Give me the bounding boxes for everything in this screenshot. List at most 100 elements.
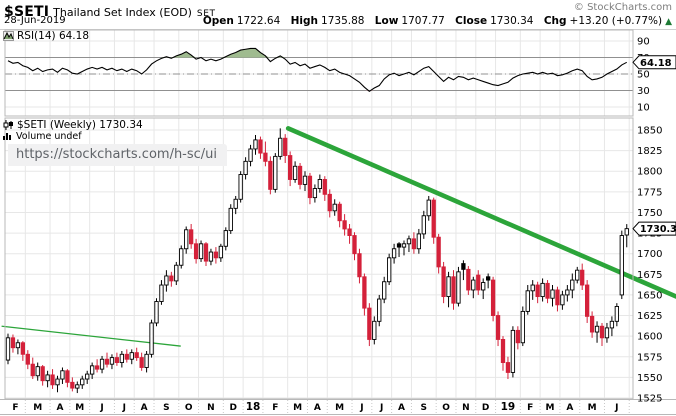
rsi-panel-border xyxy=(4,29,634,117)
candle-body xyxy=(515,329,521,344)
candle-body xyxy=(114,357,120,363)
price-legend: $SETI (Weekly) 1730.34 xyxy=(3,119,143,131)
candle-body xyxy=(94,365,100,370)
candle-body xyxy=(580,269,585,286)
volume-legend: Volume undef xyxy=(3,131,82,142)
candle-body xyxy=(624,228,629,236)
candle-body xyxy=(367,307,372,340)
rsi-axis-tick: 30 xyxy=(637,86,650,97)
candle-body xyxy=(585,284,590,317)
volume-bars-icon xyxy=(3,133,11,140)
candle-body xyxy=(188,229,194,245)
svg-text:64.18: 64.18 xyxy=(640,58,672,69)
candle-body xyxy=(565,289,570,296)
x-axis-month-label: A xyxy=(398,403,405,413)
candle-body xyxy=(169,275,174,282)
x-axis-month-label: M xyxy=(33,403,42,413)
candle-body xyxy=(30,363,35,377)
candle-body xyxy=(357,253,362,278)
rsi-indicator-icon xyxy=(3,31,14,41)
candle-body xyxy=(451,276,456,304)
candle-body xyxy=(441,266,446,298)
candle-body xyxy=(337,203,342,222)
candle-body xyxy=(139,357,144,368)
x-axis-month-label: M xyxy=(335,403,344,413)
candle-body xyxy=(436,236,441,268)
high-value: 1735.88 xyxy=(321,15,365,27)
rsi-axis-tick: 90 xyxy=(637,37,650,48)
price-axis-tick: 1700 xyxy=(637,249,662,260)
candle-body xyxy=(387,257,392,283)
rsi-overbought-shading xyxy=(8,48,627,58)
candle-body xyxy=(253,139,258,150)
rsi-line xyxy=(7,47,628,93)
candle-body xyxy=(456,271,461,304)
x-axis-month-label: A xyxy=(314,403,321,413)
chart-title: $SETI Thailand Set Index (EOD) SET xyxy=(4,1,216,20)
candle-body xyxy=(342,220,347,230)
price-axis-tick: 1550 xyxy=(637,373,662,384)
candle-body xyxy=(495,315,501,340)
price-axis-tick: 1600 xyxy=(637,332,662,343)
candle-body xyxy=(292,165,298,180)
candle-body xyxy=(159,284,164,302)
candle-body xyxy=(184,229,189,250)
candle-body xyxy=(75,384,80,389)
candle-body xyxy=(144,353,149,368)
x-axis-month-label: D xyxy=(482,403,489,413)
candle-body xyxy=(45,374,50,382)
price-axis-tick: 1625 xyxy=(637,311,662,322)
symbol-ticker: $SETI xyxy=(4,4,50,20)
candle-body xyxy=(263,152,268,162)
candle-body xyxy=(10,337,16,349)
x-axis-month-label: A xyxy=(141,403,148,413)
change-value: +13.20 (+0.77%) xyxy=(569,15,663,27)
candle-body xyxy=(179,248,184,266)
x-axis-month-label: 18 xyxy=(246,401,261,413)
x-axis-month-label: A xyxy=(56,403,63,413)
price-axis-tick: 1850 xyxy=(637,126,662,137)
candle-body xyxy=(505,362,511,373)
x-axis-month-label: F xyxy=(12,403,18,413)
candle-body xyxy=(5,337,11,361)
candle-body xyxy=(416,233,421,250)
high-label: High xyxy=(290,15,319,27)
candle-body xyxy=(248,148,253,162)
x-axis-month-label: J xyxy=(359,403,363,413)
candle-body xyxy=(500,339,506,363)
chart-date: 28-Jun-2019 xyxy=(4,15,66,26)
x-axis-month-label: M xyxy=(75,403,84,413)
candle-body xyxy=(575,269,580,281)
candle-body xyxy=(471,279,476,291)
price-axis-tick: 1575 xyxy=(637,352,662,363)
x-axis-month-label: A xyxy=(566,403,573,413)
candle-body xyxy=(203,243,209,262)
candle-body xyxy=(297,165,303,185)
x-axis-month-label: S xyxy=(421,403,427,413)
x-axis-month-label: J xyxy=(122,403,126,413)
candle-body xyxy=(154,301,159,324)
x-axis-month-label: O xyxy=(185,403,193,413)
candle-body xyxy=(614,306,620,322)
open-value: 1722.64 xyxy=(236,15,281,27)
candle-body xyxy=(213,251,219,259)
candle-body xyxy=(208,251,214,262)
candle-body xyxy=(243,160,248,175)
rsi-current-value-flag: 64.18 xyxy=(632,55,676,70)
candle-body xyxy=(129,352,134,360)
price-current-value-flag: 1730.3 xyxy=(632,221,676,236)
candle-body xyxy=(401,243,407,248)
candle-body xyxy=(594,325,600,333)
x-axis-month-label: M xyxy=(293,403,302,413)
x-axis-month-label: M xyxy=(588,403,597,413)
candle-body xyxy=(530,284,535,292)
candle-body xyxy=(599,325,605,339)
candle-body xyxy=(233,198,238,209)
candle-body xyxy=(174,264,179,282)
candle-body xyxy=(223,230,228,247)
candle-body xyxy=(15,342,21,349)
candle-body xyxy=(396,243,402,248)
candle-body xyxy=(426,199,431,217)
candle-body xyxy=(377,298,382,322)
